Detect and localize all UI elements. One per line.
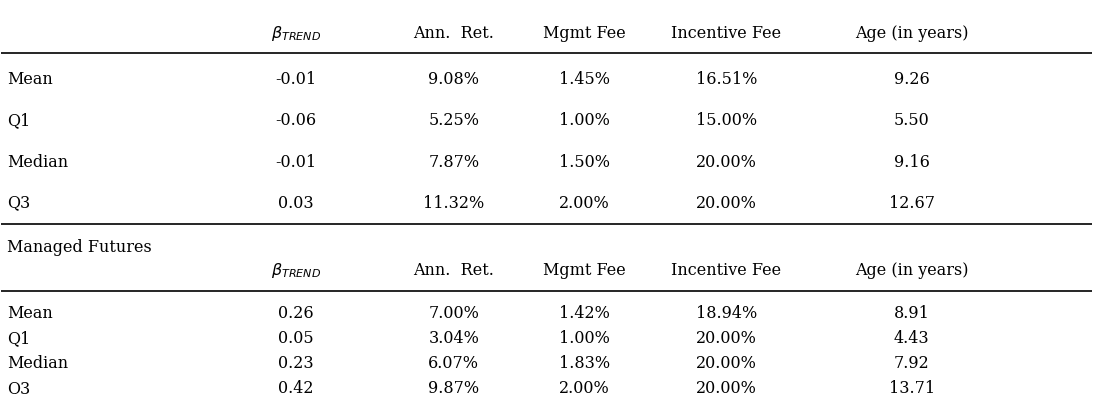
Text: 1.00%: 1.00%: [560, 330, 610, 347]
Text: Mgmt Fee: Mgmt Fee: [543, 25, 626, 42]
Text: 18.94%: 18.94%: [696, 305, 757, 322]
Text: Incentive Fee: Incentive Fee: [671, 25, 781, 42]
Text: 1.45%: 1.45%: [560, 71, 610, 88]
Text: Q1: Q1: [7, 330, 31, 347]
Text: 9.26: 9.26: [894, 71, 930, 88]
Text: Q1: Q1: [7, 112, 31, 130]
Text: -0.06: -0.06: [275, 112, 316, 130]
Text: 20.00%: 20.00%: [696, 355, 756, 372]
Text: 0.42: 0.42: [278, 380, 314, 394]
Text: 20.00%: 20.00%: [696, 380, 756, 394]
Text: 2.00%: 2.00%: [560, 195, 610, 212]
Text: 1.00%: 1.00%: [560, 112, 610, 130]
Text: 0.23: 0.23: [278, 355, 314, 372]
Text: 7.00%: 7.00%: [428, 305, 479, 322]
Text: 4.43: 4.43: [894, 330, 929, 347]
Text: 1.42%: 1.42%: [560, 305, 610, 322]
Text: 9.87%: 9.87%: [428, 380, 480, 394]
Text: Q3: Q3: [7, 380, 31, 394]
Text: 9.16: 9.16: [894, 154, 930, 171]
Text: Incentive Fee: Incentive Fee: [671, 262, 781, 279]
Text: Median: Median: [7, 154, 68, 171]
Text: 2.00%: 2.00%: [560, 380, 610, 394]
Text: 12.67: 12.67: [889, 195, 935, 212]
Text: 1.83%: 1.83%: [560, 355, 610, 372]
Text: 20.00%: 20.00%: [696, 195, 756, 212]
Text: 8.91: 8.91: [894, 305, 930, 322]
Text: -0.01: -0.01: [275, 71, 316, 88]
Text: -0.01: -0.01: [275, 154, 316, 171]
Text: Age (in years): Age (in years): [855, 262, 968, 279]
Text: 5.25%: 5.25%: [428, 112, 480, 130]
Text: 13.71: 13.71: [889, 380, 935, 394]
Text: Mean: Mean: [7, 71, 52, 88]
Text: 1.50%: 1.50%: [560, 154, 610, 171]
Text: Mgmt Fee: Mgmt Fee: [543, 262, 626, 279]
Text: Mean: Mean: [7, 305, 52, 322]
Text: 9.08%: 9.08%: [428, 71, 480, 88]
Text: 0.03: 0.03: [278, 195, 314, 212]
Text: 7.92: 7.92: [894, 355, 930, 372]
Text: 16.51%: 16.51%: [696, 71, 757, 88]
Text: 20.00%: 20.00%: [696, 154, 756, 171]
Text: Q3: Q3: [7, 195, 31, 212]
Text: $\beta_{TREND}$: $\beta_{TREND}$: [271, 24, 321, 43]
Text: 0.26: 0.26: [278, 305, 314, 322]
Text: Ann.  Ret.: Ann. Ret.: [413, 262, 494, 279]
Text: Ann.  Ret.: Ann. Ret.: [413, 25, 494, 42]
Text: 3.04%: 3.04%: [428, 330, 479, 347]
Text: $\beta_{TREND}$: $\beta_{TREND}$: [271, 261, 321, 281]
Text: 11.32%: 11.32%: [423, 195, 484, 212]
Text: Managed Futures: Managed Futures: [7, 239, 152, 256]
Text: Median: Median: [7, 355, 68, 372]
Text: 7.87%: 7.87%: [428, 154, 480, 171]
Text: 6.07%: 6.07%: [428, 355, 480, 372]
Text: 0.05: 0.05: [278, 330, 314, 347]
Text: Age (in years): Age (in years): [855, 25, 968, 42]
Text: 15.00%: 15.00%: [696, 112, 757, 130]
Text: 20.00%: 20.00%: [696, 330, 756, 347]
Text: 5.50: 5.50: [894, 112, 930, 130]
